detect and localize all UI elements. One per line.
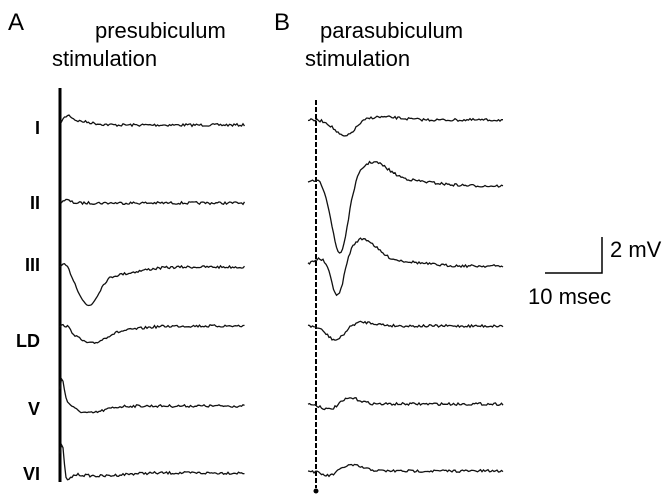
trace xyxy=(307,463,504,478)
trace xyxy=(307,115,503,137)
layer-label: V xyxy=(28,399,40,419)
panel-method: stimulation xyxy=(52,46,157,71)
panel-region: parasubiculum xyxy=(320,18,463,43)
panel-letter: B xyxy=(274,9,290,36)
panel-method: stimulation xyxy=(305,46,410,71)
trace xyxy=(59,323,245,345)
trace xyxy=(59,198,246,206)
layer-label: LD xyxy=(16,331,40,351)
trace xyxy=(307,396,504,411)
layer-label: III xyxy=(25,255,40,275)
trace xyxy=(59,114,246,128)
scale-bar xyxy=(545,237,603,274)
panel-region: presubiculum xyxy=(95,18,226,43)
layer-label: VI xyxy=(23,464,40,484)
trace xyxy=(307,237,504,297)
scale-label: 2 mV xyxy=(610,237,662,262)
panel-letter: A xyxy=(8,9,24,36)
trace xyxy=(59,442,245,481)
trace xyxy=(307,320,504,341)
trace xyxy=(59,262,245,307)
layer-label: II xyxy=(30,193,40,213)
layer-label: I xyxy=(35,118,40,138)
trace xyxy=(307,160,504,254)
trace xyxy=(59,376,245,414)
scale-label: 10 msec xyxy=(528,284,611,309)
stimulus-dot xyxy=(313,488,319,494)
